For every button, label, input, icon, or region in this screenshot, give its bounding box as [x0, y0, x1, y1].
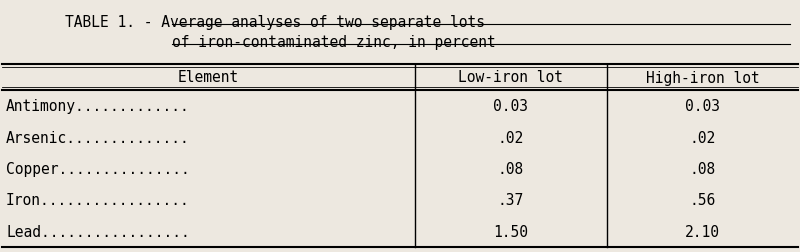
Text: 0.03: 0.03	[685, 99, 720, 114]
Text: Lead.................: Lead.................	[6, 224, 190, 239]
Text: Element: Element	[178, 70, 239, 85]
Text: .08: .08	[690, 161, 716, 176]
Text: .56: .56	[690, 193, 716, 208]
Text: of iron-contaminated zinc, in percent: of iron-contaminated zinc, in percent	[172, 35, 496, 50]
Text: Arsenic..............: Arsenic..............	[6, 130, 190, 145]
Text: Antimony.............: Antimony.............	[6, 99, 190, 114]
Text: Copper...............: Copper...............	[6, 161, 190, 176]
Text: .08: .08	[498, 161, 524, 176]
Text: Iron.................: Iron.................	[6, 193, 190, 208]
Text: 1.50: 1.50	[494, 224, 529, 239]
Text: .02: .02	[498, 130, 524, 145]
Text: High-iron lot: High-iron lot	[646, 70, 759, 85]
Text: 0.03: 0.03	[494, 99, 529, 114]
Text: .02: .02	[690, 130, 716, 145]
Text: Low-iron lot: Low-iron lot	[458, 70, 563, 85]
Text: 2.10: 2.10	[685, 224, 720, 239]
Text: TABLE 1. - Average analyses of two separate lots: TABLE 1. - Average analyses of two separ…	[65, 15, 485, 30]
Text: .37: .37	[498, 193, 524, 208]
